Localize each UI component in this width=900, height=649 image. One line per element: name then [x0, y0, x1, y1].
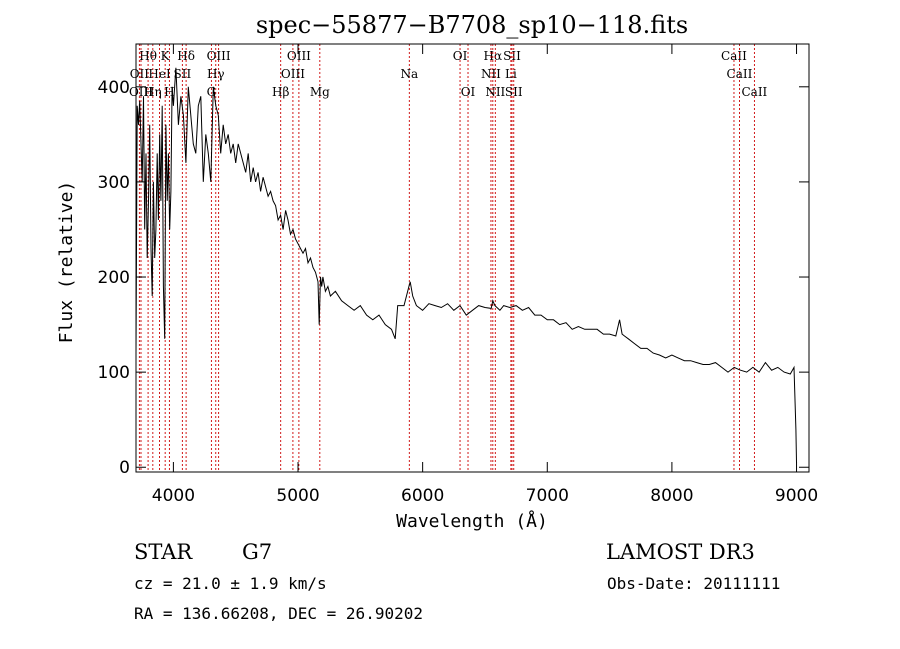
line-marker-label: SII [503, 49, 521, 63]
line-marker-label: SII [174, 67, 192, 81]
chart-title: spec−55877−B7708_sp10−118.fits [256, 11, 688, 39]
object-subclass: G7 [242, 540, 272, 564]
line-marker-label: OI [453, 49, 468, 63]
line-marker-label: Hγ [207, 67, 225, 81]
y-tick-label: 400 [98, 78, 130, 98]
x-axis-label: Wavelength (Å) [396, 510, 548, 532]
line-marker-label: Na [400, 67, 418, 81]
line-marker-label: OI [461, 85, 476, 99]
survey-name: LAMOST DR3 [606, 540, 755, 564]
line-marker-label: OIII [287, 49, 311, 63]
object-class: STAR [134, 540, 193, 564]
x-tick-label: 6000 [401, 486, 444, 506]
x-tick-label: 5000 [276, 486, 319, 506]
line-marker-label: NII [485, 85, 505, 99]
line-marker-label: CaII [721, 49, 747, 63]
coordinates: RA = 136.66208, DEC = 26.90202 [134, 604, 423, 623]
line-marker-label: K [161, 49, 171, 63]
x-tick-label: 4000 [152, 486, 195, 506]
y-tick-label: 300 [98, 173, 130, 193]
line-marker-label: G [207, 85, 217, 99]
line-marker-label: Hθ [139, 49, 157, 63]
line-marker-label: NII [481, 67, 501, 81]
y-tick-label: 200 [98, 268, 130, 288]
line-marker-label: CaII [727, 67, 753, 81]
line-marker-label: Hδ [177, 49, 195, 63]
line-marker-label: OII [130, 67, 150, 81]
obs-date: Obs-Date: 20111111 [607, 574, 780, 593]
y-tick-label: 0 [119, 458, 130, 478]
line-marker-label: OIII [281, 67, 305, 81]
y-tick-label: 100 [98, 363, 130, 383]
y-axis-label: Flux (relative) [56, 181, 77, 344]
line-marker-label: Li [505, 67, 517, 81]
flux-series-line [135, 67, 797, 463]
x-tick-label: 7000 [526, 486, 569, 506]
line-marker-label: H [164, 85, 174, 99]
line-marker-label: Hα [484, 49, 503, 63]
line-marker-label: Hβ [272, 85, 289, 99]
line-marker-label: HeI [148, 67, 171, 81]
plot-frame [135, 43, 810, 473]
line-marker-label: CaII [741, 85, 767, 99]
line-marker-label: Hη [144, 85, 162, 99]
redshift-cz: cz = 21.0 ± 1.9 km/s [134, 574, 327, 593]
line-marker-label: OIII [207, 49, 231, 63]
x-tick-label: 9000 [775, 486, 818, 506]
line-marker-label: Mg [310, 85, 330, 99]
x-axis-ticks: 4000 5000 6000 7000 8000 9000 [152, 44, 818, 506]
plot-area [135, 67, 797, 463]
x-tick-label: 8000 [650, 486, 693, 506]
line-marker-label: SII [505, 85, 523, 99]
line-marker-label: OIII [129, 85, 153, 99]
y-axis-ticks: 0 100 200 300 400 [98, 78, 809, 478]
